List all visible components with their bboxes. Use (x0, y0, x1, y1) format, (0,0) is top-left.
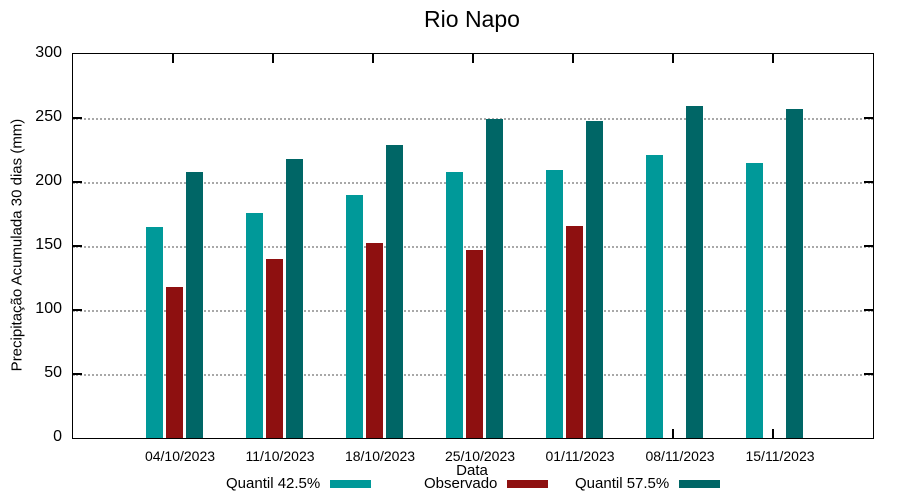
x-tick-label: 11/10/2023 (245, 448, 315, 464)
x-tick-mark (672, 54, 674, 63)
y-tick-label: 300 (35, 44, 62, 61)
y-tick-mark (73, 117, 82, 119)
y-tick-mark (73, 373, 82, 375)
y-tick-label: 100 (35, 300, 62, 317)
x-tick-mark (272, 54, 274, 63)
bar-quantil-57-5- (286, 158, 303, 438)
y-tick-mark (864, 117, 873, 119)
bar-quantil-57-5- (186, 171, 203, 438)
x-tick-mark (772, 429, 774, 438)
x-tick-label: 15/11/2023 (745, 448, 815, 464)
x-tick-label: 04/10/2023 (144, 448, 216, 464)
y-tick-label: 50 (44, 364, 62, 381)
x-tick-mark (172, 54, 174, 63)
bar-quantil-42-5- (146, 226, 163, 438)
legend-label: Quantil 57.5% (575, 475, 670, 492)
bar-quantil-57-5- (686, 106, 703, 438)
y-tick-mark (864, 373, 873, 375)
y-tick-mark (73, 309, 82, 311)
y-gridline (73, 246, 873, 248)
bar-quantil-42-5- (546, 170, 563, 438)
x-tick-label: 08/11/2023 (645, 448, 715, 464)
y-tick-mark (73, 245, 82, 247)
y-tick-mark (73, 181, 82, 183)
legend-item: Observado (424, 475, 549, 492)
bar-quantil-42-5- (346, 194, 363, 438)
x-tick-label: 25/10/2023 (444, 448, 516, 464)
y-tick-label: 200 (35, 172, 62, 189)
legend-swatch (507, 479, 549, 488)
legend-item: Quantil 57.5% (575, 475, 721, 492)
bar-observado (266, 258, 283, 438)
legend-label: Quantil 42.5% (226, 475, 321, 492)
legend-label: Observado (424, 475, 498, 492)
y-tick-label: 0 (53, 428, 62, 445)
bar-quantil-42-5- (746, 162, 763, 438)
legend-swatch (330, 479, 372, 488)
y-gridline (73, 182, 873, 184)
x-axis-title: Data (456, 462, 488, 479)
y-tick-label: 250 (35, 108, 62, 125)
y-gridline (73, 118, 873, 120)
x-tick-mark (772, 54, 774, 63)
bar-observado (566, 225, 583, 438)
bar-observado (466, 249, 483, 438)
legend-swatch (679, 479, 721, 488)
x-tick-mark (472, 54, 474, 63)
x-tick-mark (572, 54, 574, 63)
bar-quantil-42-5- (446, 171, 463, 438)
legend-item: Quantil 42.5% (226, 475, 372, 492)
bar-quantil-42-5- (646, 155, 663, 438)
x-tick-label: 18/10/2023 (344, 448, 416, 464)
y-tick-mark (864, 181, 873, 183)
y-tick-label: 150 (35, 236, 62, 253)
bar-observado (166, 286, 183, 438)
y-tick-mark (864, 309, 873, 311)
x-tick-label: 01/11/2023 (545, 448, 615, 464)
bar-quantil-57-5- (586, 120, 603, 438)
bar-quantil-57-5- (486, 119, 503, 438)
bar-quantil-57-5- (386, 144, 403, 438)
chart-title: Rio Napo (424, 6, 520, 32)
plot-area (72, 53, 874, 439)
bar-quantil-57-5- (786, 109, 803, 438)
x-tick-mark (672, 429, 674, 438)
bar-quantil-42-5- (246, 212, 263, 438)
x-tick-mark (372, 54, 374, 63)
bar-observado (366, 243, 383, 438)
y-tick-mark (864, 245, 873, 247)
